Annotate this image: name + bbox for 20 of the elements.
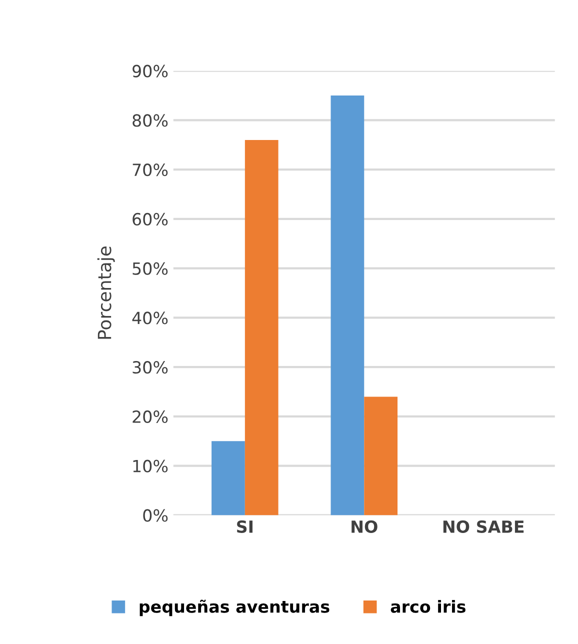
y-tick-label: 0% — [143, 509, 168, 522]
y-tick-label: 50% — [132, 262, 168, 275]
bar — [212, 441, 245, 516]
y-tick-label: 20% — [132, 410, 168, 424]
y-axis-title: Porcentaje — [97, 246, 115, 339]
bar — [244, 140, 278, 516]
legend-label: arco iris — [390, 600, 466, 613]
y-tick-label: 60% — [132, 212, 168, 226]
legend-label: pequeñas aventuras — [140, 600, 330, 616]
x-tick-label: NO — [352, 520, 378, 533]
x-tick-label: SI — [237, 520, 252, 533]
bar — [330, 96, 364, 516]
y-tick-label: 90% — [132, 64, 168, 78]
x-tick-label: NO SABE — [443, 520, 524, 533]
y-tick-label: 30% — [132, 361, 168, 374]
y-tick-label: 40% — [132, 312, 168, 324]
y-tick-label: 80% — [132, 114, 168, 127]
bar — [364, 396, 398, 516]
y-tick-label: 10% — [133, 460, 168, 472]
y-tick-label: 70% — [132, 164, 168, 176]
